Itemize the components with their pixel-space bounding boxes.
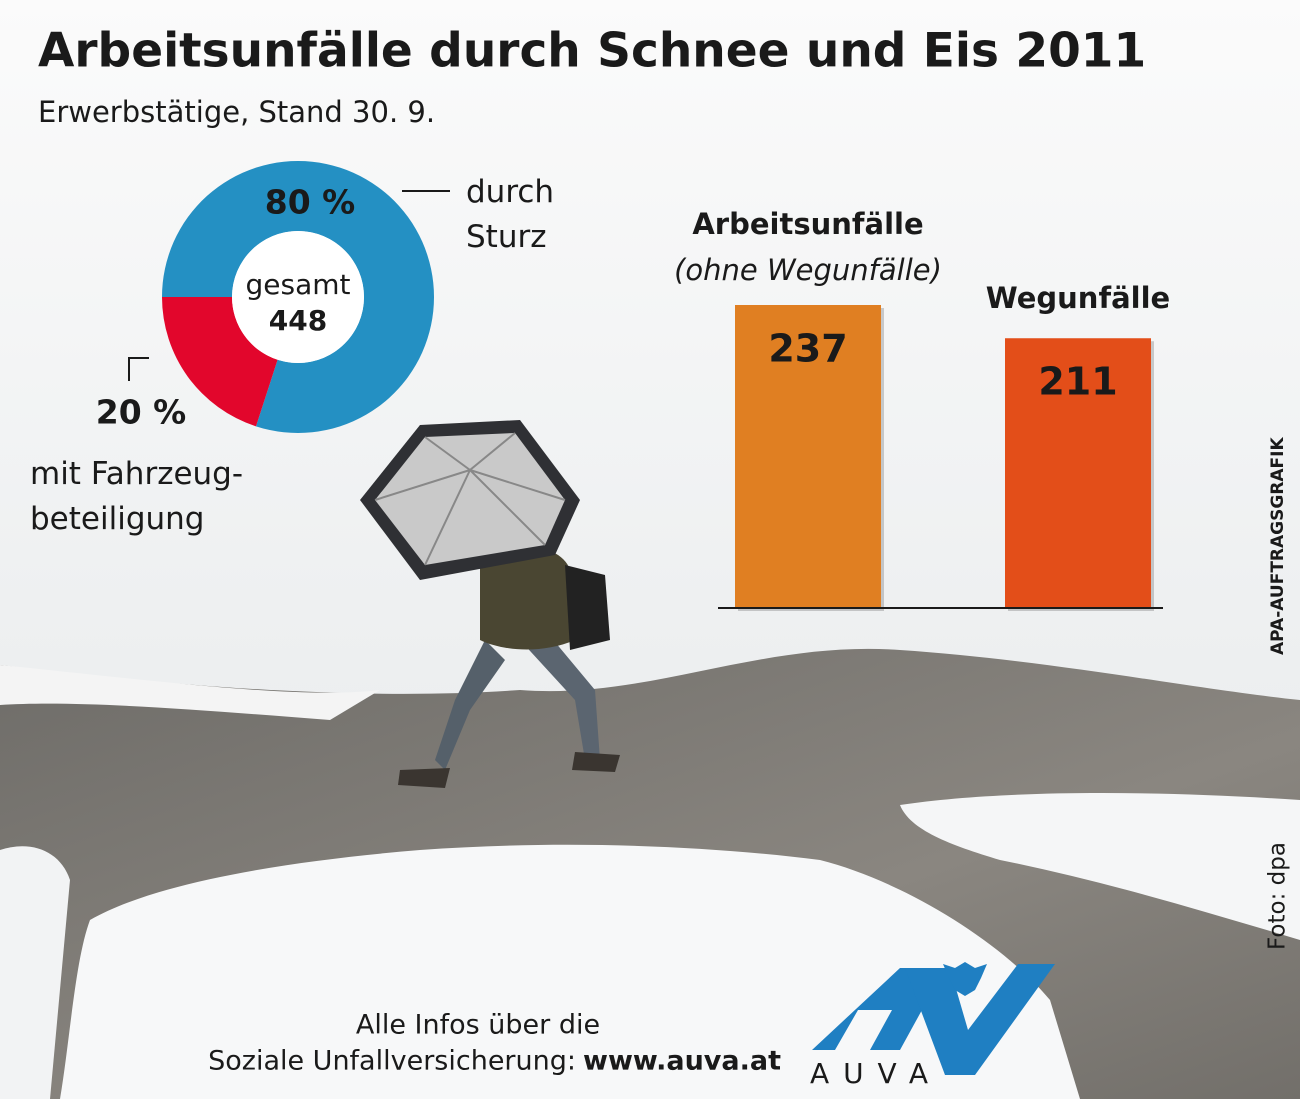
donut-segment <box>162 161 435 433</box>
bar <box>735 305 881 608</box>
photo-credit: Foto: dpa <box>1265 842 1291 950</box>
total-value: 448 <box>269 304 327 337</box>
value-label: 211 <box>1038 360 1117 404</box>
footer-line: Soziale Unfallversicherung: <box>208 1046 576 1077</box>
donut-segment <box>162 297 278 427</box>
donut-hole <box>232 231 364 363</box>
pedestrian <box>360 420 620 788</box>
donut-category-label: mit Fahrzeug-beteiligung <box>30 456 244 537</box>
title: Arbeitsunfälle durch Schnee und Eis 2011 <box>38 24 1146 79</box>
leader-line <box>128 357 149 381</box>
value-label: 80 % <box>265 183 355 222</box>
value-label: 237 <box>768 327 847 371</box>
total-label: gesamt <box>246 268 351 301</box>
subtitle: Erwerbstätige, Stand 30. 9. <box>38 95 435 129</box>
category-label: Wegunfälle <box>986 281 1170 315</box>
donut-category-label: durch Sturz <box>466 174 555 255</box>
category-note: (ohne Wegunfälle) <box>674 253 942 287</box>
category-label: Arbeitsunfälle <box>692 207 923 241</box>
value-label: 20 % <box>96 393 186 432</box>
footer-line: Alle Infos über die <box>356 1010 600 1041</box>
graphic-credit: APA-AUFTRAGSGRAFIK <box>1268 437 1288 655</box>
footer-url: www.auva.at <box>583 1046 781 1077</box>
bar <box>1005 338 1151 608</box>
